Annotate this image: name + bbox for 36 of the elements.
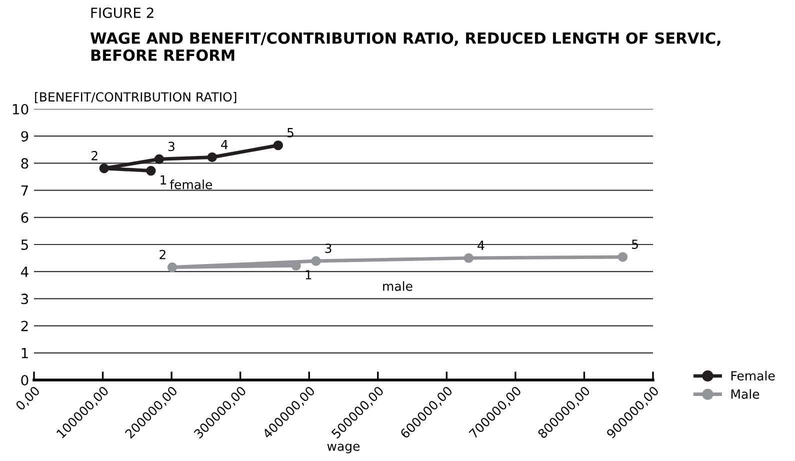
point — [146, 166, 156, 176]
annotation: 3 — [325, 244, 332, 254]
y-tick-label: 6 — [21, 212, 28, 223]
annotation: 4 — [221, 140, 228, 150]
chart-title: WAGE AND BENEFIT/CONTRIBUTION RATIO, REDUCED LENGTH OF SERVIC, BEFORE REFORM — [90, 32, 720, 61]
y-axis-title: [BENEFIT/CONTRIBUTION RATIO] — [35, 92, 236, 104]
y-tick-label: 3 — [21, 294, 28, 304]
annotation: female — [170, 180, 212, 190]
annotation: 2 — [160, 250, 166, 260]
y-tick-label: 4 — [20, 266, 28, 277]
point — [311, 256, 321, 266]
caption: FIGURE 2 — [91, 8, 154, 18]
point — [618, 252, 628, 262]
y-tick-label: 1 — [22, 348, 28, 358]
point — [167, 262, 178, 272]
y-tick-label: 0 — [21, 374, 28, 386]
x-axis-title: wage — [327, 444, 360, 454]
y-tick-label: 10 — [12, 104, 28, 114]
point — [273, 140, 284, 150]
point — [464, 253, 474, 263]
annotation: 1 — [160, 175, 166, 184]
y-tick-label: 8 — [21, 158, 28, 169]
point — [99, 163, 110, 174]
point — [207, 152, 217, 162]
annotation: 2 — [92, 150, 98, 160]
legend-label: Female — [731, 370, 775, 380]
annotation: 3 — [168, 142, 174, 152]
annotation: 1 — [306, 270, 312, 280]
y-tick-label: 5 — [21, 240, 28, 250]
y-tick-label: 2 — [21, 320, 28, 332]
y-tick-label: 9 — [21, 131, 28, 142]
legend-label: Male — [731, 389, 760, 399]
y-tick-label: 7 — [21, 185, 28, 196]
annotation: 5 — [287, 128, 294, 138]
annotation: male — [383, 281, 412, 291]
point — [154, 154, 164, 164]
